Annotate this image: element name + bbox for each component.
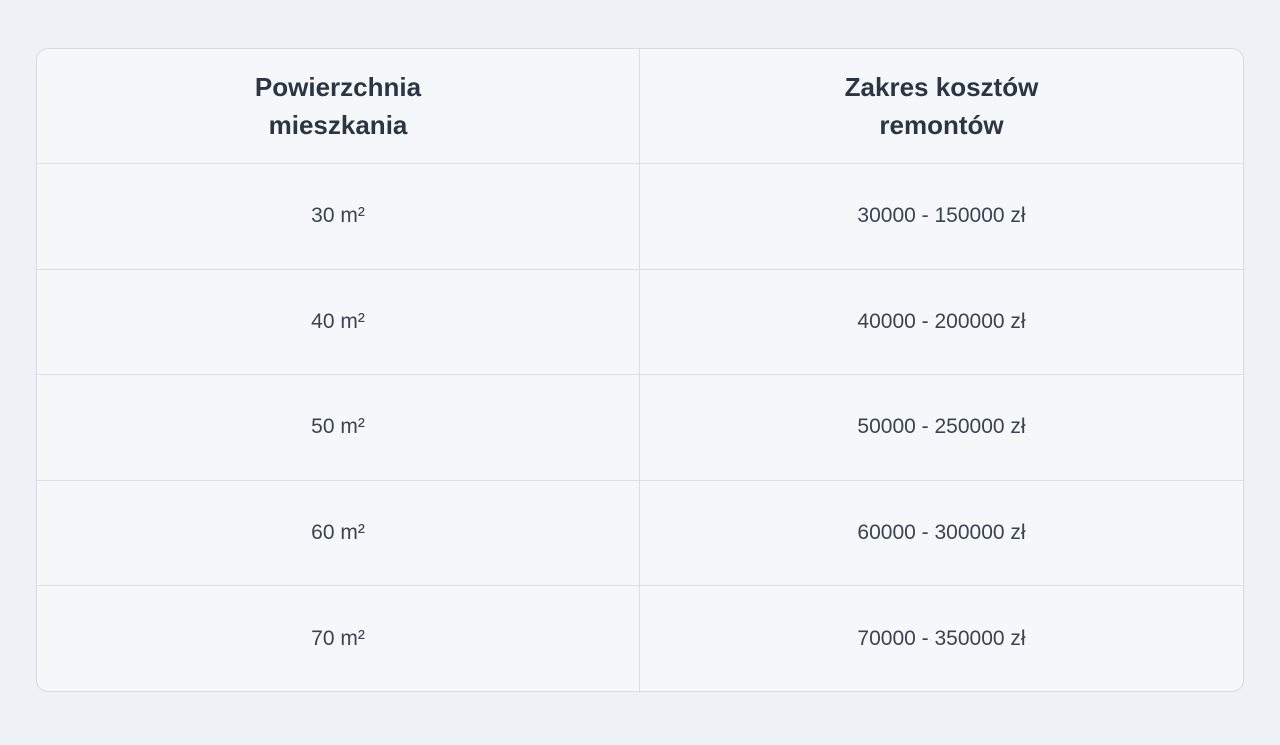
cost-range-cell: 70000 - 350000 zł [857,626,1026,650]
cost-range-cell: 40000 - 200000 zł [857,309,1026,333]
table-row: 60 m² 60000 - 300000 zł [37,479,1243,586]
table-row: 70 m² 70000 - 350000 zł [37,585,1243,691]
renovation-cost-table: Powierzchnia mieszkania Zakres kosztów r… [36,48,1244,692]
table-row: 30 m² 30000 - 150000 zł [37,163,1243,269]
cost-range-cell: 30000 - 150000 zł [857,204,1026,228]
table-header-row: Powierzchnia mieszkania Zakres kosztów r… [37,49,1243,163]
cost-range-cell: 50000 - 250000 zł [857,415,1026,439]
area-cell: 70 m² [37,586,640,691]
column-header-cost-range: Zakres kosztów remontów [844,72,1039,140]
area-cell: 40 m² [37,269,640,375]
table-row: 40 m² 40000 - 200000 zł [37,268,1243,375]
cost-range-cell: 60000 - 300000 zł [857,521,1026,545]
column-header-area: Powierzchnia mieszkania [37,49,640,163]
table-row: 50 m² 50000 - 250000 zł [37,374,1243,480]
area-cell: 50 m² [37,375,640,480]
area-cell: 60 m² [37,480,640,586]
area-cell: 30 m² [37,164,640,269]
